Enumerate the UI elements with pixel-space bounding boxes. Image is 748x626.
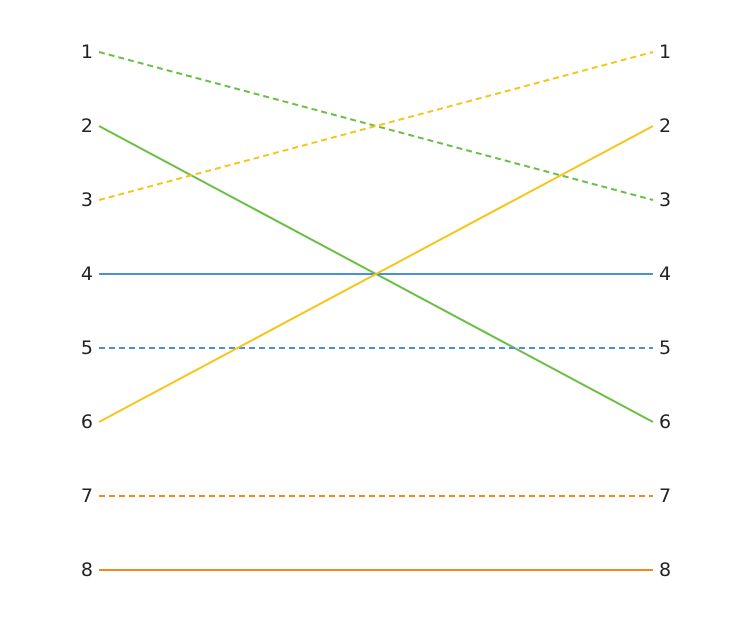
series-line-6-to-2 [98,125,654,423]
series-lines [98,51,654,571]
left-axis-labels: 1 2 3 4 5 6 7 8 [81,41,93,581]
left-tick-label: 3 [81,189,93,211]
right-tick-label: 4 [659,263,671,285]
left-tick-label: 5 [81,337,93,359]
left-tick-label: 2 [81,115,93,137]
right-tick-label: 5 [659,337,671,359]
left-tick-label: 8 [81,559,93,581]
left-tick-label: 6 [81,411,93,433]
left-tick-label: 1 [81,41,93,63]
series-line-1-to-3 [98,51,654,201]
right-tick-label: 6 [659,411,671,433]
right-tick-label: 2 [659,115,671,137]
left-tick-label: 4 [81,263,93,285]
right-tick-label: 1 [659,41,671,63]
series-line-3-to-1 [98,51,654,201]
right-tick-label: 8 [659,559,671,581]
right-tick-label: 7 [659,485,671,507]
left-tick-label: 7 [81,485,93,507]
right-tick-label: 3 [659,189,671,211]
right-axis-labels: 1 2 3 4 5 6 7 8 [659,41,671,581]
